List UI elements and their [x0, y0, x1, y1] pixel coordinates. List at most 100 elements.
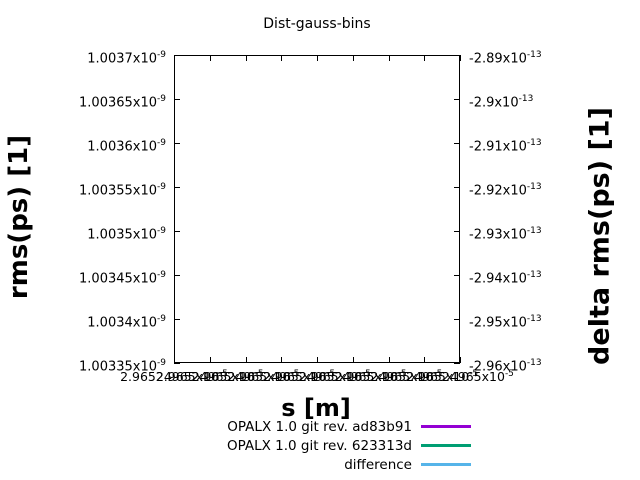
x-tick-mark-bottom [209, 357, 211, 363]
x-tick-label: 2.96524965x10-5 [263, 369, 371, 385]
exponent: -9 [157, 50, 166, 60]
exponent: -9 [157, 314, 166, 324]
legend-label: OPALX 1.0 git rev. ad83b91 [227, 418, 412, 435]
legend-line-sample [421, 444, 471, 447]
y-tick-mark-left [174, 55, 180, 56]
x-tick-label: 2.96524965x10-5 [334, 369, 443, 385]
x-tick-mark-top [174, 55, 175, 61]
y-left-tick-label: 1.0036x10-9 [87, 138, 166, 155]
y-tick-mark-right [454, 99, 460, 100]
exponent: -13 [526, 182, 542, 192]
y-tick-mark-right [454, 55, 460, 56]
y-left-tick-label: 1.0034x10-9 [87, 314, 166, 331]
exponent: -9 [157, 270, 166, 280]
exponent: -9 [157, 182, 166, 192]
y-tick-mark-right [454, 231, 460, 232]
x-tick-label: 2.96524965x10-5 [155, 369, 264, 385]
y-tick-mark-left [174, 363, 180, 364]
legend-line-sample [421, 463, 471, 466]
y-tick-mark-right [454, 143, 460, 144]
exponent: -13 [526, 50, 542, 60]
y-left-tick-label: 1.00345x10-9 [79, 270, 166, 287]
legend: OPALX 1.0 git rev. ad83b91 OPALX 1.0 git … [227, 417, 471, 474]
legend-label: difference [344, 456, 412, 473]
exponent: -9 [157, 94, 166, 104]
y-tick-mark-left [174, 231, 180, 232]
exponent: -13 [518, 94, 534, 104]
y-right-tick-label: -2.93x10-13 [469, 226, 542, 243]
y-tick-mark-left [174, 99, 180, 100]
x-tick-mark-top [388, 55, 390, 61]
y-tick-mark-right [454, 275, 460, 276]
exponent: -5 [433, 369, 443, 379]
exponent: -9 [157, 358, 166, 368]
x-tick-mark-bottom [174, 357, 175, 363]
y-right-tick-label: -2.89x10-13 [469, 50, 542, 67]
exponent: -13 [526, 314, 542, 324]
x-tick-label: 2.96524965x10-5 [406, 369, 514, 385]
exponent: -5 [397, 369, 407, 379]
y-tick-mark-right [454, 187, 460, 188]
y-left-axis-label: rms(ps) [1] [4, 134, 34, 300]
y-tick-mark-left [174, 143, 180, 144]
exponent: -13 [526, 270, 542, 280]
exponent: -5 [290, 369, 300, 379]
y-left-tick-label: 1.0035x10-9 [87, 226, 166, 243]
y-left-tick-label: 1.00355x10-9 [79, 182, 166, 199]
x-tick-mark-top [460, 55, 461, 61]
y-tick-mark-left [174, 187, 180, 188]
y-tick-mark-left [174, 275, 180, 276]
y-right-tick-label: -2.9x10-13 [469, 94, 534, 111]
x-tick-label: 2.96524965x10-5 [191, 369, 300, 385]
legend-entry: OPALX 1.0 git rev. 623313d [227, 436, 471, 455]
x-tick-mark-bottom [317, 357, 318, 363]
exponent: -5 [504, 369, 514, 379]
exponent: -13 [526, 138, 542, 148]
exponent: -9 [157, 226, 166, 236]
y-left-tick-label: 1.00365x10-9 [79, 94, 166, 111]
y-tick-mark-right [454, 319, 460, 320]
y-right-tick-label: -2.96x10-13 [469, 358, 542, 375]
legend-entry: difference [227, 455, 471, 474]
y-right-tick-label: -2.95x10-13 [469, 314, 542, 331]
y-right-tick-label: -2.91x10-13 [469, 138, 542, 155]
x-tick-mark-bottom [281, 357, 283, 363]
exponent: -13 [526, 226, 542, 236]
exponent: -5 [218, 369, 228, 379]
x-tick-mark-top [352, 55, 354, 61]
y-left-tick-label: 1.00335x10-9 [79, 358, 166, 375]
legend-label: OPALX 1.0 git rev. 623313d [226, 437, 412, 454]
x-tick-label: 2.96524965x10-5 [298, 369, 407, 385]
x-axis-label: s [m] [281, 394, 351, 422]
x-tick-label: 2.96524965x10-5 [370, 369, 479, 385]
x-tick-label: 2.96524965x10-5 [120, 369, 228, 385]
x-tick-mark-top [281, 55, 283, 61]
x-tick-mark-top [209, 55, 211, 61]
exponent: -9 [157, 138, 166, 148]
x-tick-mark-bottom [388, 357, 390, 363]
y-right-tick-label: -2.94x10-13 [469, 270, 542, 287]
legend-line-sample [421, 425, 471, 428]
x-tick-mark-top [245, 55, 247, 61]
y-tick-mark-right [454, 363, 460, 364]
y-right-tick-label: -2.92x10-13 [469, 182, 542, 199]
legend-entry: OPALX 1.0 git rev. ad83b91 [227, 417, 471, 436]
exponent: -5 [254, 369, 264, 379]
plot-area [174, 55, 460, 363]
exponent: -5 [326, 369, 336, 379]
x-tick-mark-bottom [460, 357, 461, 363]
chart-title: Dist-gauss-bins [263, 16, 371, 32]
x-tick-label: 2.96524965x10-5 [227, 369, 336, 385]
y-tick-mark-left [174, 319, 180, 320]
x-tick-mark-top [424, 55, 426, 61]
x-tick-mark-bottom [424, 357, 426, 363]
x-tick-mark-top [317, 55, 318, 61]
exponent: -5 [469, 369, 479, 379]
x-tick-mark-bottom [352, 357, 354, 363]
y-left-tick-label: 1.0037x10-9 [87, 50, 166, 67]
y-right-axis-label: delta rms(ps) [1] [584, 107, 616, 365]
exponent: -5 [361, 369, 371, 379]
x-tick-mark-bottom [245, 357, 247, 363]
exponent: -13 [526, 358, 542, 368]
